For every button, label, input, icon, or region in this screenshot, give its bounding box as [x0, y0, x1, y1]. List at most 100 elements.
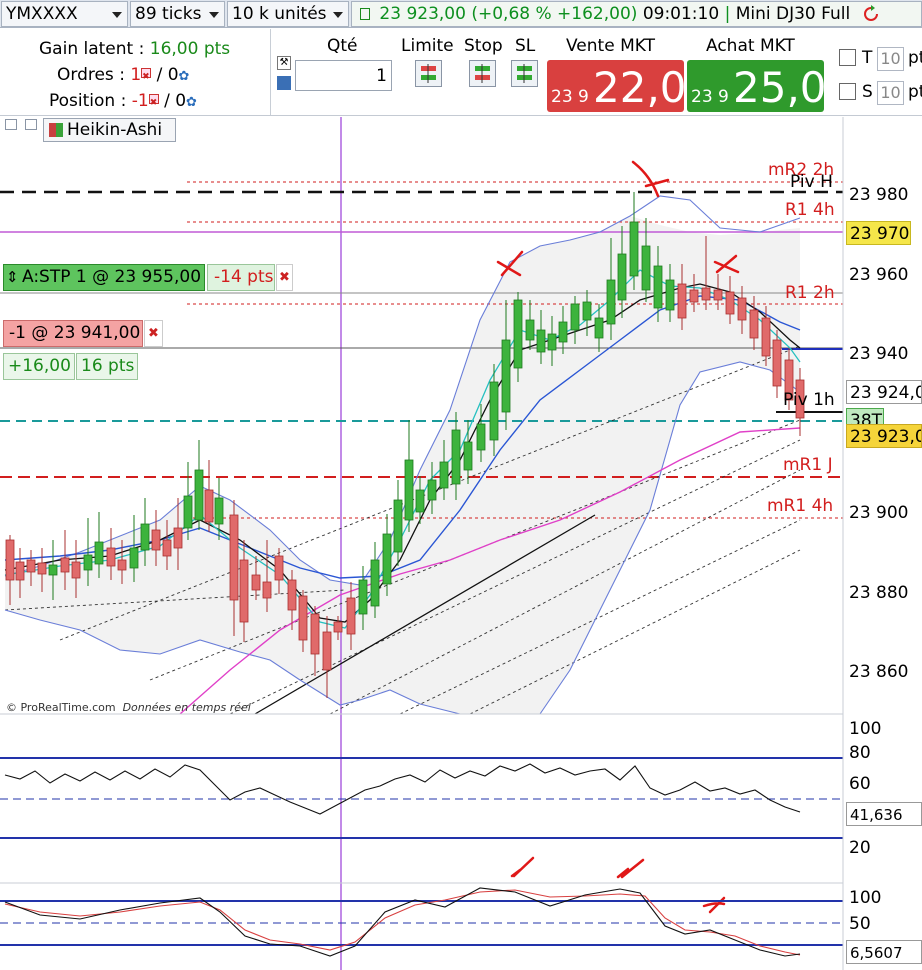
orders-zero: / 0	[156, 65, 179, 85]
candle-body	[173, 527, 183, 549]
sell-market-button[interactable]: 23 9 22,00	[547, 60, 684, 112]
candle-body	[322, 631, 332, 671]
candle-body	[451, 429, 461, 485]
trendline	[254, 514, 596, 715]
candle-body	[298, 595, 308, 641]
sell-price-main: 22,0	[593, 63, 684, 112]
candle-body	[382, 533, 392, 585]
close-position-icon[interactable]: ✖	[144, 320, 163, 347]
quantity-input[interactable]	[295, 60, 392, 91]
buy-price: 25,00	[733, 60, 824, 112]
candle-body	[415, 489, 425, 513]
candle-body	[5, 539, 15, 581]
wrench-icon[interactable]: ⚒	[277, 56, 291, 70]
sl-order-button[interactable]	[511, 60, 538, 87]
candle-body	[370, 559, 380, 607]
stop-check-label: S	[862, 82, 873, 102]
long-moving-average	[179, 427, 801, 715]
candle-body	[262, 581, 272, 599]
gear-icon[interactable]: ✿	[178, 69, 190, 84]
candle-body	[404, 459, 414, 521]
instrument-name: Mini DJ30 Full	[735, 4, 851, 24]
top-toolbar: YMXXXX 89 ticks 10 k unités 23 923,00 (+…	[0, 0, 922, 28]
candle-body	[761, 317, 771, 357]
stop-unit: pt	[908, 82, 922, 102]
stop-checkbox[interactable]	[839, 83, 856, 100]
candle-body	[37, 562, 47, 575]
cancel-stop-order-icon[interactable]: ✖	[276, 264, 293, 291]
rsi-axis-label: 60	[849, 774, 871, 794]
heikin-ashi-candles[interactable]	[5, 192, 805, 698]
sell-price: 22,00	[593, 60, 684, 112]
stop-order-tag[interactable]: ⇕ A:STP 1 @ 23 955,00	[3, 264, 205, 291]
orders-row: Ordres : 1 / 0✿	[57, 64, 189, 88]
alert-price-tag[interactable]: 23 970	[846, 221, 911, 245]
drag-handle-icon[interactable]: ⇕	[6, 268, 19, 286]
stoch-axis-label: 50	[849, 914, 871, 934]
rsi-axis-label: 100	[849, 719, 882, 739]
candle-body	[665, 279, 675, 311]
collapse-panel-icon[interactable]	[5, 119, 17, 130]
candle-body	[129, 547, 139, 569]
limit-order-button[interactable]	[415, 60, 442, 87]
stop-order-button[interactable]	[469, 60, 496, 87]
candle-body	[749, 309, 759, 339]
chart-style-badge[interactable]: Heikin-Ashi	[43, 118, 176, 142]
last-price: 23 923,00	[379, 4, 466, 24]
stop-pts-input[interactable]: 10	[877, 81, 904, 105]
units-label: 10 k unités	[232, 4, 327, 24]
candle-body	[784, 359, 794, 401]
candle-body	[582, 301, 592, 321]
position-count[interactable]: -1	[131, 91, 149, 111]
candle-body	[251, 574, 261, 591]
candle-body	[725, 291, 735, 315]
target-pts-input[interactable]: 10	[877, 47, 904, 71]
orders-label: Ordres :	[57, 65, 125, 85]
buy-price-prefix: 23 9	[691, 87, 729, 107]
y-axis-label: 23 940	[849, 344, 909, 364]
gain-row: Gain latent : 16,00 pts	[39, 38, 230, 60]
quote-bar[interactable]: 23 923,00 (+0,68 % +162,00) 09:01:10 | M…	[351, 1, 922, 27]
buy-market-button[interactable]: 23 9 25,00	[687, 60, 824, 112]
candle-body	[677, 283, 687, 319]
position-tag[interactable]: -1 @ 23 941,00	[3, 320, 143, 347]
gear-icon[interactable]: ✿	[186, 95, 197, 110]
candle-body	[476, 423, 486, 451]
candle-body	[239, 559, 249, 623]
quote-icon	[360, 8, 370, 20]
units-dropdown[interactable]: 10 k unités	[227, 1, 349, 27]
ticks-dropdown[interactable]: 89 ticks	[130, 1, 225, 27]
position-row: Position : -1 / 0✿	[49, 90, 197, 114]
candle-body	[737, 297, 747, 321]
pivot-label-piv-h: Piv H	[790, 172, 833, 192]
target-unit: pt	[908, 48, 922, 68]
hand-annotations	[496, 160, 740, 914]
price-change: (+0,68 % +162,00)	[471, 4, 638, 24]
target-checkbox[interactable]	[839, 49, 856, 66]
candle-body	[772, 339, 782, 387]
sl-order-icon	[517, 64, 532, 83]
refresh-icon[interactable]	[862, 5, 880, 23]
stop-label: Stop	[464, 36, 503, 56]
candle-body	[489, 381, 499, 441]
symbol-dropdown[interactable]: YMXXXX	[1, 1, 128, 27]
stop-order-pts: -14 pts	[207, 264, 275, 291]
symbol-label: YMXXXX	[6, 4, 78, 24]
close-position-icon[interactable]	[148, 92, 159, 114]
keyboard-icon[interactable]	[277, 76, 291, 90]
expand-panel-icon[interactable]	[25, 119, 37, 130]
cancel-orders-icon[interactable]	[141, 66, 152, 88]
candle-body	[547, 333, 557, 351]
pivot-label-mr1-4h: mR1 4h	[767, 496, 834, 516]
stop-order-label: A:STP 1 @ 23 955,00	[22, 267, 202, 287]
sell-price-prefix: 23 9	[551, 87, 589, 107]
orders-count[interactable]: 1	[130, 65, 142, 85]
candle-body	[501, 339, 511, 413]
watermark: © ProRealTime.com Données en temps réel	[6, 701, 251, 714]
candle-body	[71, 561, 81, 579]
chevron-down-icon	[112, 12, 122, 18]
bollinger-band-fill	[5, 216, 800, 714]
rsi-axis-label: 20	[849, 838, 871, 858]
candle-body	[194, 469, 204, 521]
